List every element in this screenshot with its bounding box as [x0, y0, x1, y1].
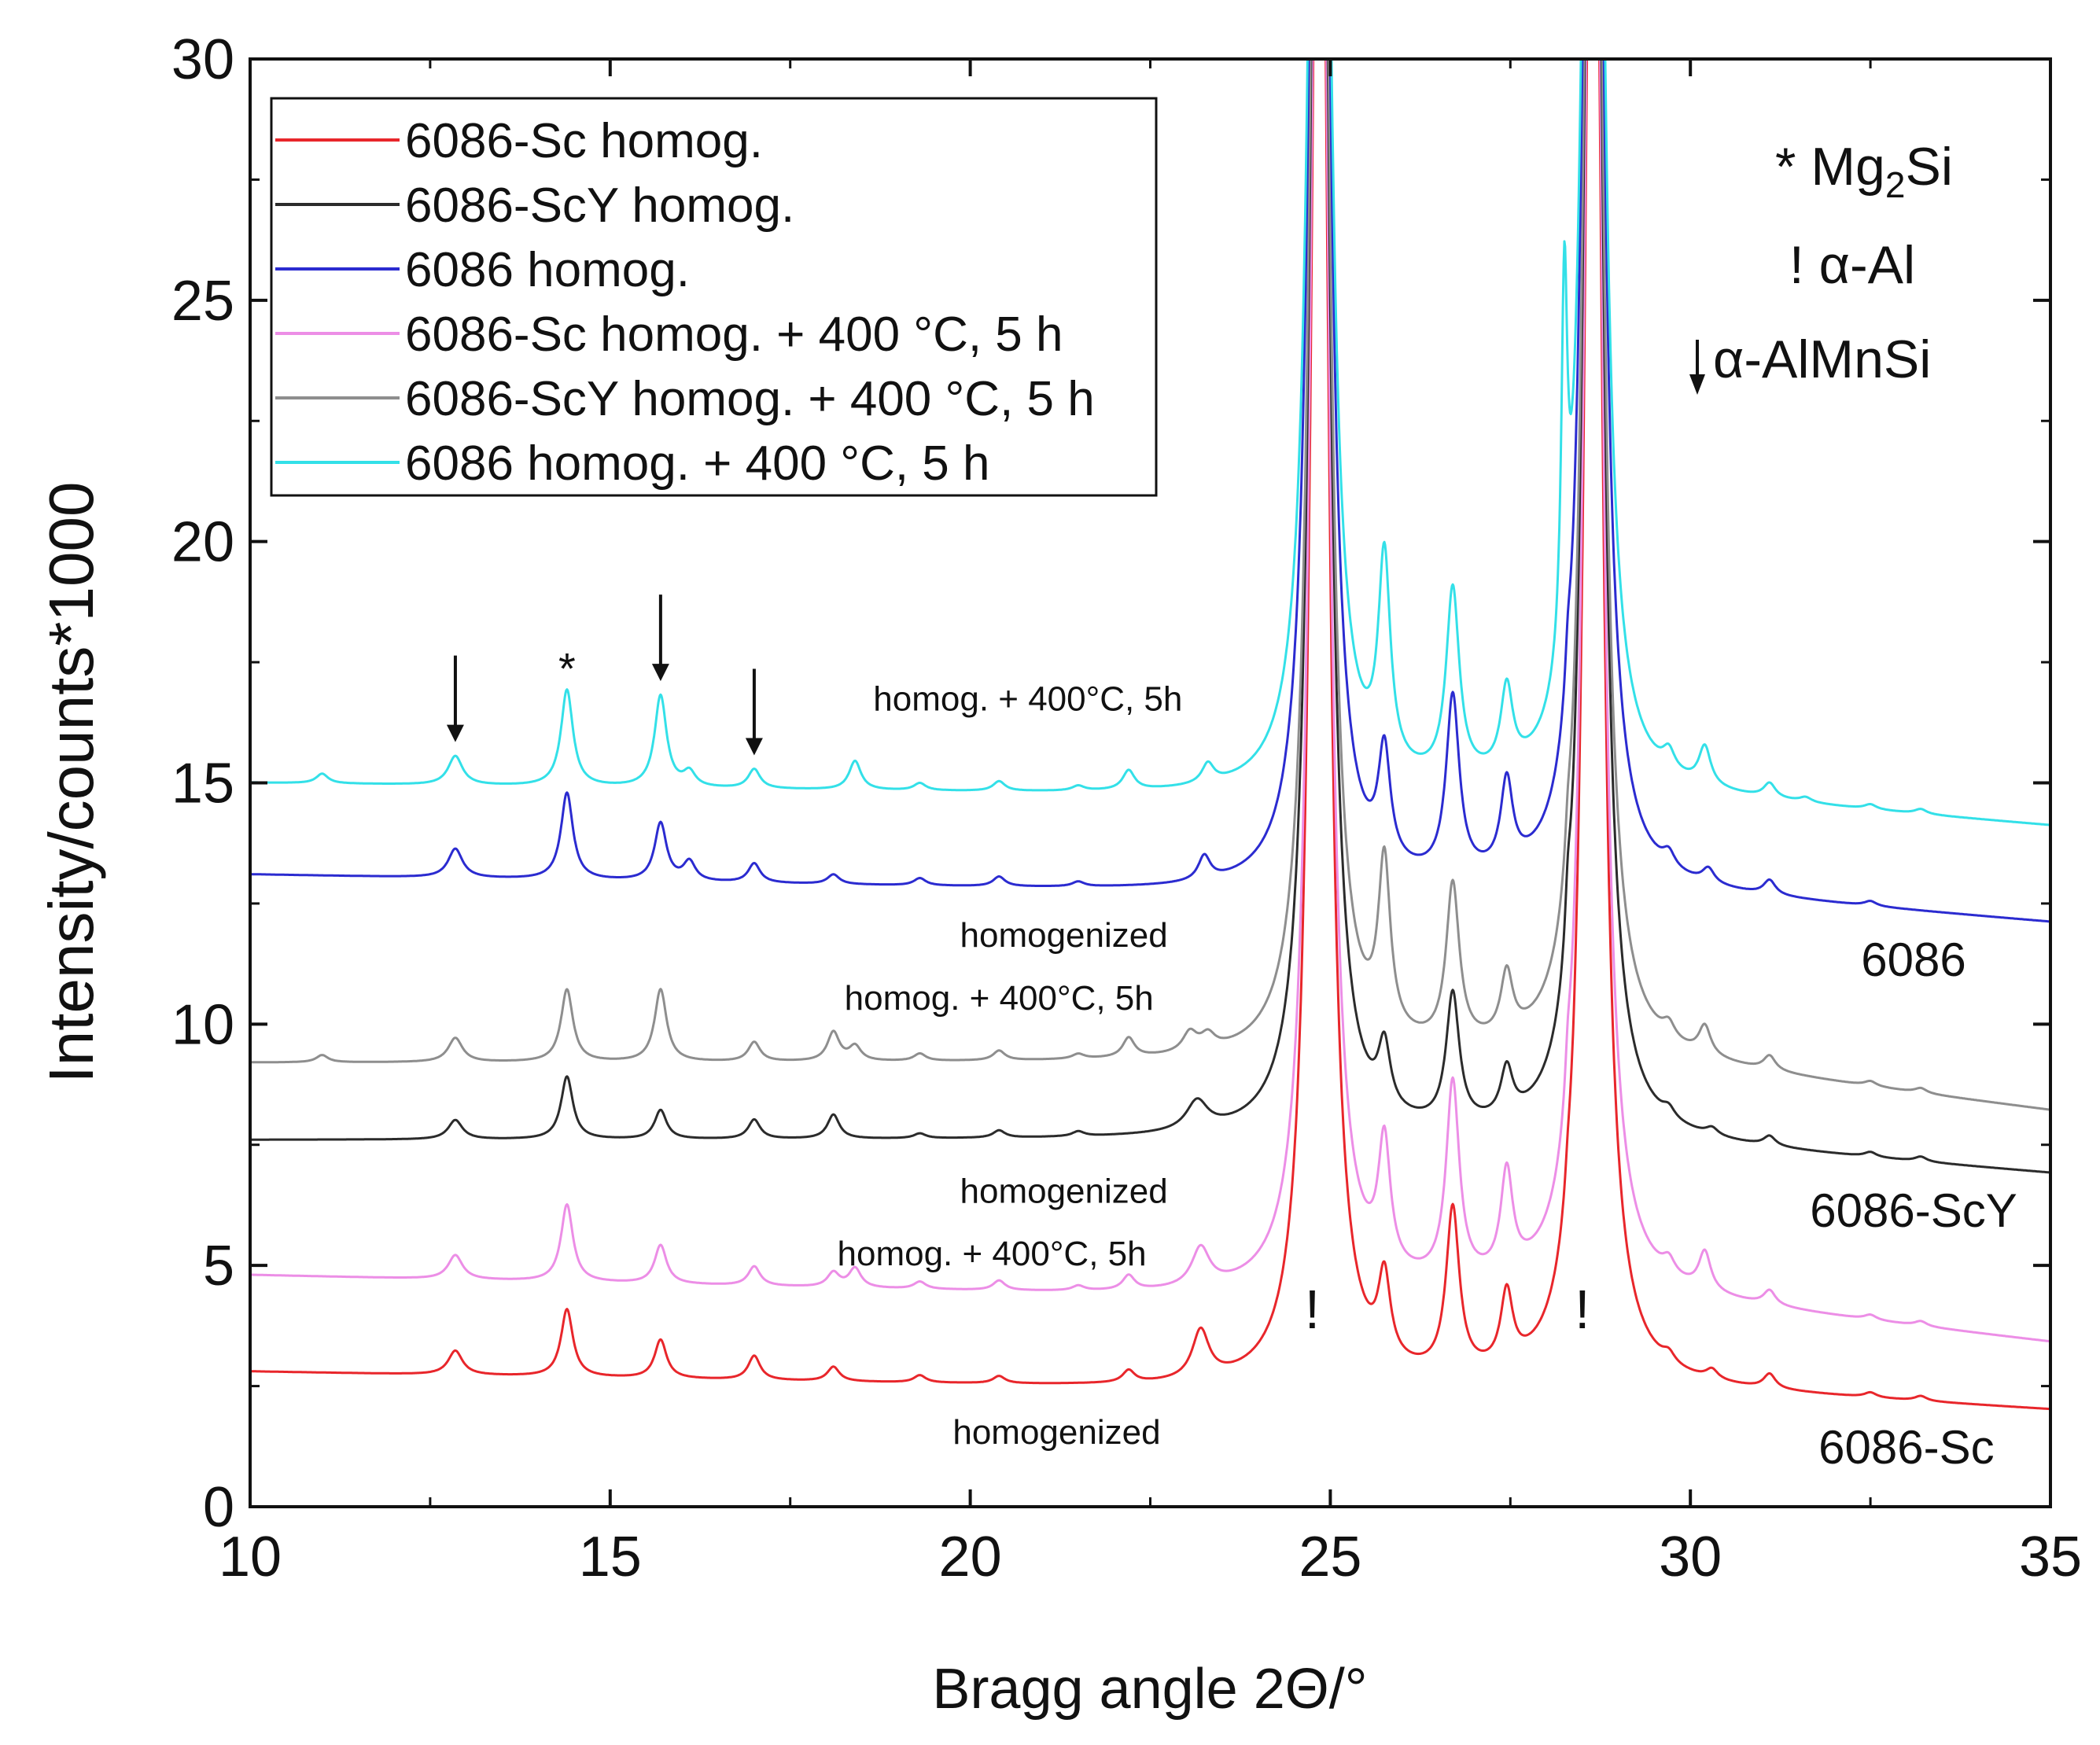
series-line-5 [250, 59, 2050, 826]
annotation-group: *! ! homog. + 400°C, 5h homogenized 6086 homo… [446, 595, 2017, 1474]
y-tick-label: 5 [203, 1235, 234, 1298]
arrow-down-icon [446, 724, 464, 742]
curve-label-0: homog. + 400°C, 5h [873, 679, 1182, 718]
arrow-down-icon [745, 738, 763, 756]
legend-label-0: 6086-Sc homog. [405, 114, 763, 168]
x-tick-label: 20 [939, 1526, 1002, 1589]
y-tick-label: 10 [171, 993, 234, 1056]
series-line-3 [250, 59, 2050, 1343]
y-tick-label: 30 [171, 28, 234, 91]
series-group [250, 59, 2050, 1411]
series-line-1 [250, 59, 2050, 1174]
phase-alpha-almnsi: α-AlMnSi [1713, 329, 1931, 389]
phase-mg2si: * Mg2Si [1775, 137, 1953, 205]
y-tick-label: 0 [203, 1476, 234, 1539]
arrow-down-icon [651, 664, 669, 682]
axes-group: 10 15 20 25 30 35 0 5 10 15 20 25 30 [171, 28, 2082, 1589]
alpha-al-marker-0: ! [1305, 1279, 1320, 1340]
curve-label-7: homogenized [952, 1413, 1160, 1452]
series-line-2 [250, 59, 2050, 923]
x-axis-label: Bragg angle 2Θ/° [932, 1658, 1367, 1721]
legend-box [270, 97, 1158, 497]
curve-label-3: homog. + 400°C, 5h [845, 979, 1154, 1018]
curve-label-8: 6086-Sc [1818, 1421, 1994, 1474]
phase-mg2si-suffix: Si [1905, 137, 1952, 197]
x-tick-label: 25 [1299, 1526, 1361, 1589]
y-tick-label: 15 [171, 753, 234, 815]
y-axis-label: Intensity/counts*1000 [36, 482, 106, 1084]
phase-alpha-al: ! α-Al [1789, 235, 1915, 295]
legend-label-1: 6086-ScY homog. [405, 179, 794, 233]
y-tick-label: 25 [171, 270, 234, 333]
curve-label-1: homogenized [960, 916, 1168, 955]
x-tick-label: 15 [579, 1526, 642, 1589]
series-line-0 [250, 59, 2050, 1411]
legend-label-5: 6086 homog. + 400 °C, 5 h [405, 436, 990, 491]
phase-mg2si-prefix: * Mg [1775, 137, 1885, 197]
alpha-al-marker-1: ! [1575, 1279, 1590, 1340]
arrow-down-icon [1689, 374, 1705, 395]
legend: 6086-Sc homog. 6086-ScY homog. 6086 homog.… [270, 97, 1158, 497]
phase-legend: * Mg2Si ! α-Al α-AlMnSi [1689, 137, 1953, 395]
legend-label-4: 6086-ScY homog. + 400 °C, 5 h [405, 372, 1095, 426]
phase-mg2si-subscript: 2 [1885, 164, 1906, 205]
x-tick-label: 35 [2019, 1526, 2082, 1589]
legend-label-3: 6086-Sc homog. + 400 °C, 5 h [405, 307, 1063, 362]
legend-label-2: 6086 homog. [405, 243, 690, 297]
x-tick-label: 30 [1659, 1526, 1722, 1589]
curve-label-6: homog. + 400°C, 5h [838, 1235, 1147, 1273]
curve-label-2: 6086 [1861, 933, 1966, 986]
x-tick-label: 10 [219, 1526, 282, 1589]
mg2si-star-marker: * [558, 643, 576, 693]
curve-label-4: homogenized [960, 1172, 1168, 1210]
curve-label-5: 6086-ScY [1810, 1184, 2017, 1237]
y-tick-label: 20 [171, 511, 234, 574]
series-line-4 [250, 59, 2050, 1111]
